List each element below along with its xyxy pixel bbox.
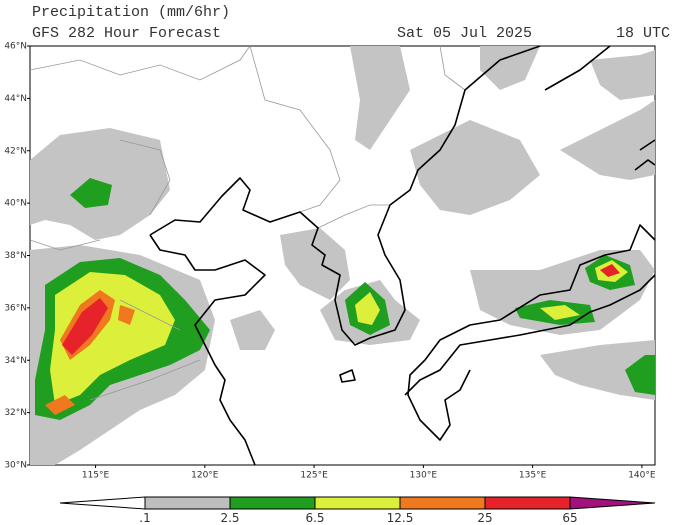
subtitle: GFS 282 Hour Forecast bbox=[32, 25, 221, 42]
lat-label: 34°N bbox=[4, 356, 27, 366]
colorbar-label: 65 bbox=[562, 511, 577, 525]
colorbar-high bbox=[569, 496, 656, 510]
time: 18 UTC bbox=[616, 25, 670, 42]
colorbar-label: 6.5 bbox=[305, 511, 324, 525]
lat-label: 30°N bbox=[4, 461, 27, 471]
precip-heavy bbox=[35, 178, 655, 420]
lon-label: 125°E bbox=[300, 471, 328, 481]
colorbar-label: 2.5 bbox=[220, 511, 239, 525]
coastlines bbox=[149, 45, 656, 466]
date: Sat 05 Jul 2025 bbox=[397, 25, 532, 42]
title: Precipitation (mm/6hr) bbox=[32, 4, 230, 21]
lat-label: 46°N bbox=[4, 42, 27, 52]
lon-label: 135°E bbox=[519, 471, 547, 481]
borders bbox=[29, 45, 466, 401]
colorbar-label: 12.5 bbox=[387, 511, 414, 525]
colorbar-label: .1 bbox=[139, 511, 150, 525]
lat-label: 42°N bbox=[4, 146, 27, 156]
lat-label: 40°N bbox=[4, 199, 27, 209]
axis-labels: 30°N 32°N 34°N 36°N 38°N 40°N 42°N 44°N 46°N 115°… bbox=[4, 42, 656, 481]
colorbar-segment bbox=[229, 496, 316, 510]
colorbar: .1 2.5 6.5 12.5 25 65 bbox=[59, 496, 656, 525]
lat-label: 36°N bbox=[4, 303, 27, 313]
lat-label: 38°N bbox=[4, 251, 27, 261]
lat-label: 44°N bbox=[4, 94, 27, 104]
lat-label: 32°N bbox=[4, 408, 27, 418]
colorbar-segment bbox=[144, 496, 231, 510]
colorbar-segment bbox=[484, 496, 571, 510]
colorbar-segment bbox=[314, 496, 401, 510]
lon-label: 115°E bbox=[82, 471, 110, 481]
colorbar-low bbox=[59, 496, 146, 510]
map-area bbox=[29, 45, 656, 466]
colorbar-segment bbox=[399, 496, 486, 510]
colorbar-label: 25 bbox=[477, 511, 492, 525]
lon-label: 120°E bbox=[191, 471, 219, 481]
lon-label: 140°E bbox=[628, 471, 656, 481]
lon-label: 130°E bbox=[410, 471, 438, 481]
